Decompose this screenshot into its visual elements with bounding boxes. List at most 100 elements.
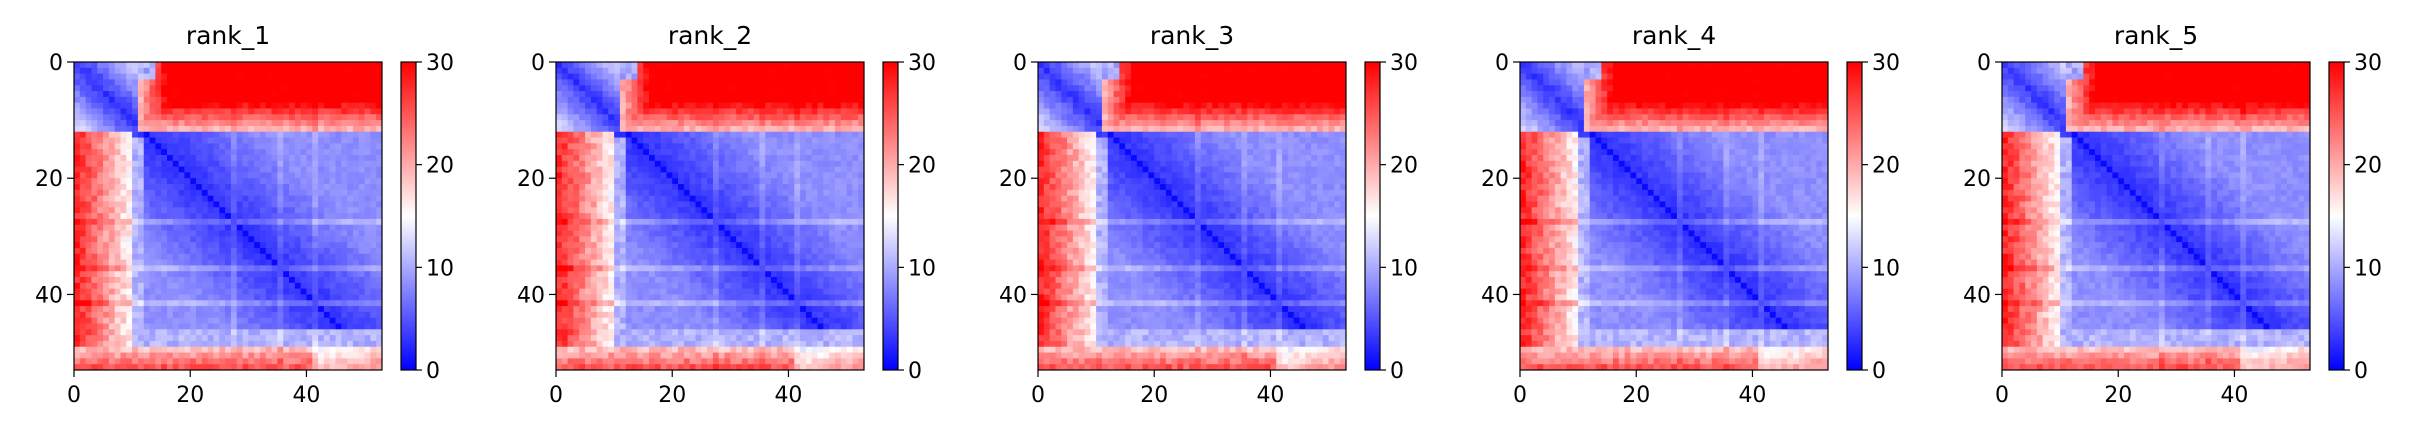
heatmap-cell <box>678 218 685 226</box>
heatmap-cell <box>219 358 226 365</box>
heatmap-cell <box>103 184 110 191</box>
heatmap-cell <box>643 73 650 80</box>
heatmap-cell <box>230 317 238 324</box>
heatmap-cell <box>370 85 377 92</box>
heatmap-cell <box>596 143 603 150</box>
heatmap-cell <box>759 189 766 197</box>
heatmap-cell <box>660 114 667 121</box>
heatmap-cell <box>771 277 778 284</box>
heatmap-cell <box>283 253 290 260</box>
heatmap-cell <box>590 125 598 133</box>
heatmap-cell <box>678 73 685 80</box>
heatmap-cell <box>74 79 81 86</box>
heatmap-cell <box>800 236 807 243</box>
heatmap-cell <box>800 271 807 278</box>
heatmap-cell <box>213 311 220 319</box>
heatmap-cell <box>782 277 789 284</box>
heatmap-cell <box>846 102 853 109</box>
heatmap-cell <box>196 282 203 290</box>
heatmap-cell <box>79 195 87 202</box>
heatmap-cell <box>800 253 807 260</box>
heatmap-cell <box>805 184 813 191</box>
heatmap-cell <box>834 271 842 278</box>
heatmap-cell <box>718 242 725 249</box>
heatmap-cell <box>724 67 731 75</box>
heatmap-cell <box>335 195 342 202</box>
heatmap-cell <box>556 207 563 214</box>
heatmap-cell <box>852 224 859 231</box>
heatmap-cell <box>782 85 789 92</box>
heatmap-cell <box>614 62 621 69</box>
heatmap-cell <box>608 125 615 133</box>
heatmap-cell <box>85 288 92 295</box>
heatmap-cell <box>74 352 81 359</box>
heatmap-cell <box>805 172 813 179</box>
heatmap-cell <box>759 79 766 86</box>
heatmap-cell <box>654 271 661 278</box>
heatmap-cell <box>213 166 220 173</box>
heatmap-cell <box>213 317 220 324</box>
heatmap-cell <box>376 102 383 109</box>
heatmap-cell <box>126 242 133 249</box>
heatmap-cell <box>120 178 127 185</box>
heatmap-cell <box>306 317 313 324</box>
heatmap-cell <box>108 230 116 237</box>
heatmap-cell <box>230 201 238 208</box>
heatmap-cell <box>689 73 696 80</box>
heatmap-cell <box>132 125 139 133</box>
heatmap-cell <box>312 259 319 266</box>
heatmap-cell <box>358 195 365 202</box>
heatmap-cell <box>347 154 354 162</box>
heatmap-cell <box>556 160 563 167</box>
heatmap-cell <box>341 137 348 144</box>
heatmap-cell <box>236 91 243 98</box>
heatmap-cell <box>829 282 836 290</box>
heatmap-cell <box>289 73 296 80</box>
heatmap-cell <box>782 120 789 127</box>
heatmap-cell <box>91 67 98 75</box>
heatmap-cell <box>196 317 203 324</box>
heatmap-cell <box>161 143 168 150</box>
heatmap-cell <box>648 79 656 86</box>
heatmap-cell <box>190 195 197 202</box>
heatmap-cell <box>277 96 284 104</box>
heatmap-cell <box>312 213 319 220</box>
heatmap-cell <box>155 364 162 371</box>
heatmap-cell <box>648 67 656 75</box>
heatmap-cell <box>364 300 371 307</box>
heatmap-cell <box>108 184 116 191</box>
heatmap-cell <box>689 166 696 173</box>
heatmap-cell <box>265 288 272 295</box>
heatmap-cell <box>625 242 632 249</box>
heatmap-cell <box>236 277 243 284</box>
heatmap-cell <box>741 294 749 301</box>
heatmap-cell <box>85 253 92 260</box>
heatmap-cell <box>294 340 302 348</box>
heatmap-cell <box>590 184 598 191</box>
heatmap-cell <box>166 271 174 278</box>
heatmap-cell <box>678 288 685 295</box>
heatmap-cell <box>358 120 365 127</box>
heatmap-cell <box>561 114 569 121</box>
heatmap-cell <box>712 137 720 144</box>
heatmap-cell <box>213 352 220 359</box>
heatmap-cell <box>689 195 696 202</box>
heatmap-cell <box>213 91 220 98</box>
heatmap-cell <box>196 335 203 342</box>
heatmap-cell <box>271 172 278 179</box>
heatmap-cell <box>747 137 754 144</box>
heatmap-cell <box>352 108 360 115</box>
heatmap-cell <box>631 282 638 290</box>
heatmap-cell <box>364 154 371 162</box>
heatmap-cell <box>248 352 255 359</box>
heatmap-cell <box>771 160 778 167</box>
heatmap-cell <box>364 218 371 226</box>
heatmap-cell <box>329 195 336 202</box>
heatmap-cell <box>248 364 255 371</box>
heatmap-cell <box>329 224 336 231</box>
heatmap-cell <box>364 102 371 109</box>
heatmap-cell <box>242 102 249 109</box>
heatmap-cell <box>805 178 813 185</box>
heatmap-cell <box>248 166 255 173</box>
heatmap-cell <box>579 137 586 144</box>
